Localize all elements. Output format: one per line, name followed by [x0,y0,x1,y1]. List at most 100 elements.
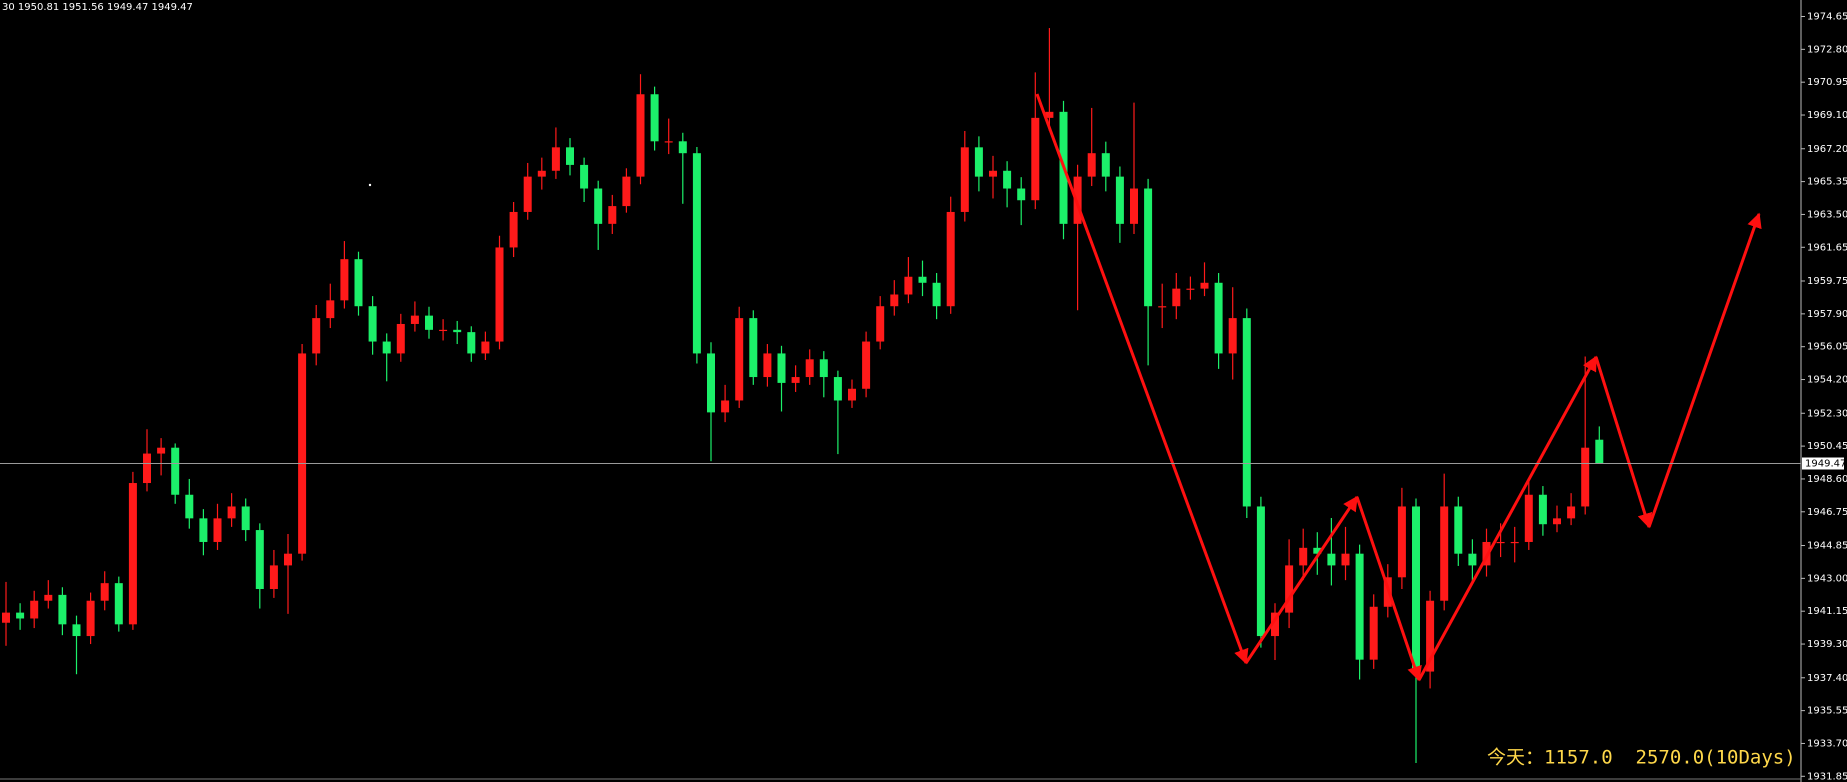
candle-body [974,147,983,177]
candle-body [1186,288,1195,290]
arrow [1244,495,1359,664]
candle-body [86,600,95,637]
candle-body [382,341,391,354]
arrow [1417,355,1598,681]
candle-body [1285,565,1294,613]
candle-body [805,359,814,378]
y-tick-label: 1957.90 [1807,309,1847,320]
y-tick-label: 1974.65 [1807,12,1847,23]
footer: 今天：1157.0 2570.0(10Days) [1487,747,1796,769]
candle-body [467,332,476,354]
y-tick-label: 1970.95 [1807,77,1847,88]
candle-body [58,594,67,625]
arrow [1355,496,1422,682]
candle-body [1327,553,1336,566]
candle-body [707,353,715,413]
y-tick-label: 1972.80 [1807,44,1847,55]
candle-body [1031,117,1040,201]
candle-body [862,341,871,389]
y-tick-label: 1939.30 [1807,639,1847,650]
candle-body [594,188,603,224]
candle-body [819,359,828,378]
candle-body [1214,282,1223,354]
candle-body [1426,600,1435,672]
zigzag-annotation [1035,93,1762,682]
header: 30 1950.81 1951.56 1949.47 1949.47 [2,2,193,13]
candle-body [904,276,913,295]
candle-body [890,294,899,307]
candle-body [608,206,617,224]
price-label-box [1802,457,1844,470]
candle-body [396,323,405,354]
candle-body [509,211,518,248]
candle-body [185,494,194,519]
candle-body [1130,188,1138,224]
candle-body [1256,506,1265,637]
candle-body [1158,306,1167,308]
candle-body [255,530,264,590]
candle-body [1538,494,1547,525]
candle-body [1101,153,1110,177]
candle-body [876,306,885,342]
y-tick-label: 1967.20 [1807,144,1847,155]
candle-body [1454,506,1463,554]
arrow [1035,93,1249,665]
candle-body [16,612,25,619]
y-tick-label: 1946.75 [1807,507,1847,518]
candle-body [171,447,180,495]
y-tick-label: 1950.45 [1807,441,1847,452]
candle-body [749,318,758,378]
candle-body [128,483,137,625]
candle-body [1397,506,1406,578]
candle-body [481,341,490,354]
y-tick-label: 1963.50 [1807,209,1847,220]
candles [2,28,1604,763]
candle-body [298,353,307,554]
candle-body [1341,553,1350,566]
y-tick-label: 1954.20 [1807,375,1847,386]
candle-body [777,353,786,383]
candle-body [368,306,377,342]
y-tick-label: 1969.10 [1807,110,1847,121]
candle-body [523,176,532,212]
y-tick-label: 1956.05 [1807,342,1847,353]
candle-body [1567,506,1576,519]
candle-body [932,282,941,307]
candle-body [664,141,673,143]
candle-body [1510,541,1519,544]
y-tick-label: 1952.30 [1807,408,1847,419]
candle-body [1553,518,1561,525]
candle-body [2,612,10,623]
candle-body [721,400,730,413]
candle-body [1595,439,1604,464]
candle-body [791,377,800,383]
y-tick-label: 1959.75 [1807,276,1847,287]
candle-body [495,247,504,342]
candle-body [326,300,335,319]
candle-body [678,141,687,154]
candle-body [100,583,109,601]
candle-body [1242,318,1251,507]
candle-body [1144,188,1153,307]
candle-body [650,94,659,142]
candle-body [622,176,631,207]
candle-body [312,318,321,354]
candle-body [1003,170,1012,189]
candle-body [989,170,997,177]
candle-body [1313,547,1322,554]
candle-body [551,147,560,171]
y-tick-label: 1933.70 [1807,738,1847,749]
candle-body [1087,153,1096,177]
candle-body [72,624,81,637]
candle-body [114,583,123,625]
candle-body [918,276,927,283]
arrow [1594,356,1653,529]
candle-body [439,329,448,332]
candle-body [735,318,744,401]
candle-body [566,147,574,165]
y-tick-label: 1941.15 [1807,606,1847,617]
candle-body [44,594,53,601]
candle-body [284,553,292,566]
